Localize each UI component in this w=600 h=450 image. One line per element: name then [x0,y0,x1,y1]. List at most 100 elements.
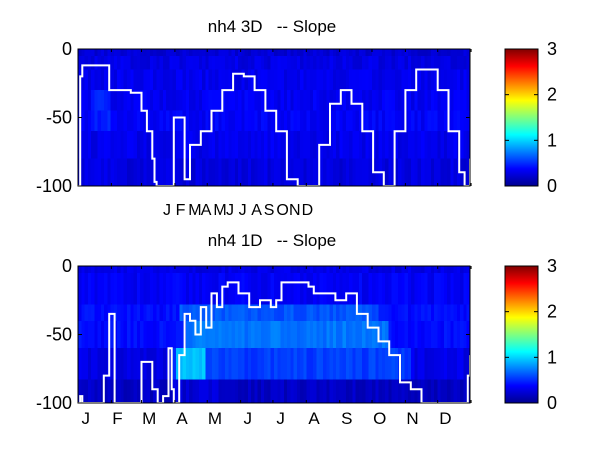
heatmap-cell [247,379,252,403]
heatmap-cell [378,69,383,91]
heatmap-cell [267,272,272,305]
heatmap-cell [156,55,161,70]
heatmap-cell [440,110,445,132]
heatmap-cell [117,131,122,159]
heatmap-cell [303,379,308,403]
heatmap-cell [417,131,422,159]
heatmap-cell [169,69,174,91]
heatmap-cell [430,320,435,349]
heatmap-cell [440,90,445,111]
heatmap-cell [447,266,451,273]
heatmap-cell [323,304,327,321]
heatmap-cell [244,49,249,56]
heatmap-cell [293,110,298,132]
heatmap-cell [316,55,321,70]
heatmap-cell [323,90,327,111]
heatmap-cell [94,266,99,273]
heatmap-cell [247,55,252,70]
heatmap-cell [332,379,337,403]
heatmap-cell [313,379,318,403]
heatmap-cell [107,55,112,70]
heatmap-cell [149,266,154,273]
heatmap-cell [176,320,180,349]
heatmap-cell [437,110,442,132]
heatmap-cell [391,158,396,186]
heatmap-cell [300,158,304,186]
heatmap-cell [257,49,262,56]
heatmap-cell [430,266,435,273]
heatmap-cell [430,110,435,132]
heatmap-cell [398,69,402,91]
heatmap-cell [110,266,115,273]
heatmap-cell [238,90,242,111]
heatmap-cell [306,131,311,159]
heatmap-cell [283,272,288,305]
heatmap-cell [247,266,252,273]
heatmap-cell [290,110,295,132]
heatmap-cell [274,49,278,56]
heatmap-cell [113,158,118,186]
heatmap-cell [362,131,367,159]
heatmap-cell [293,272,298,305]
heatmap-cell [447,304,451,321]
heatmap-cell [300,304,304,321]
heatmap-cell [398,131,402,159]
heatmap-cell [215,69,220,91]
y-tick-label: -100 [36,176,72,196]
heatmap-cell [97,131,102,159]
heatmap-cell [290,49,295,56]
heatmap-cell [414,379,419,403]
heatmap-cell [254,49,259,56]
heatmap-cell [453,266,458,273]
heatmap-cell [414,320,419,349]
heatmap-cell [358,348,363,380]
heatmap-cell [179,304,184,321]
heatmap-cell [234,69,239,91]
heatmap-cell [247,131,252,159]
heatmap-cell [225,304,229,321]
heatmap-cell [339,131,344,159]
heatmap-cell [179,320,184,349]
heatmap-cell [424,90,429,111]
heatmap-cell [427,49,432,56]
heatmap-cell [185,69,190,91]
heatmap-cell [270,348,275,380]
heatmap-cell [260,348,265,380]
heatmap-cell [156,49,161,56]
heatmap-cell [417,266,422,273]
heatmap-cell [345,348,350,380]
heatmap-cell [362,304,367,321]
heatmap-cell [241,266,246,273]
heatmap-cell [453,348,458,380]
heatmap-cell [424,69,429,91]
heatmap-cell [381,272,386,305]
heatmap-cell [234,49,239,56]
heatmap-cell [345,90,350,111]
heatmap-cell [283,304,288,321]
heatmap-cell [375,110,380,132]
heatmap-cell [306,158,311,186]
heatmap-cell [417,69,422,91]
heatmap-cell [143,320,148,349]
heatmap-cell [247,304,252,321]
heatmap-cell [202,379,206,403]
heatmap-cell [362,320,367,349]
heatmap-cell [296,320,301,349]
heatmap-cell [208,320,213,349]
heatmap-cell [300,90,304,111]
heatmap-cell [407,110,412,132]
heatmap-cell [270,55,275,70]
heatmap-cell [358,110,363,132]
heatmap-cell [407,90,412,111]
heatmap-cell [290,69,295,91]
heatmap-cell [162,131,167,159]
heatmap-cell [254,348,259,380]
heatmap-cell [463,272,468,305]
heatmap-cell [166,266,171,273]
heatmap-cell [176,348,180,380]
heatmap-cell [87,110,92,132]
heatmap-cell [267,55,272,70]
heatmap-cell [264,348,269,380]
heatmap-cell [123,110,128,132]
heatmap-cell [228,266,233,273]
